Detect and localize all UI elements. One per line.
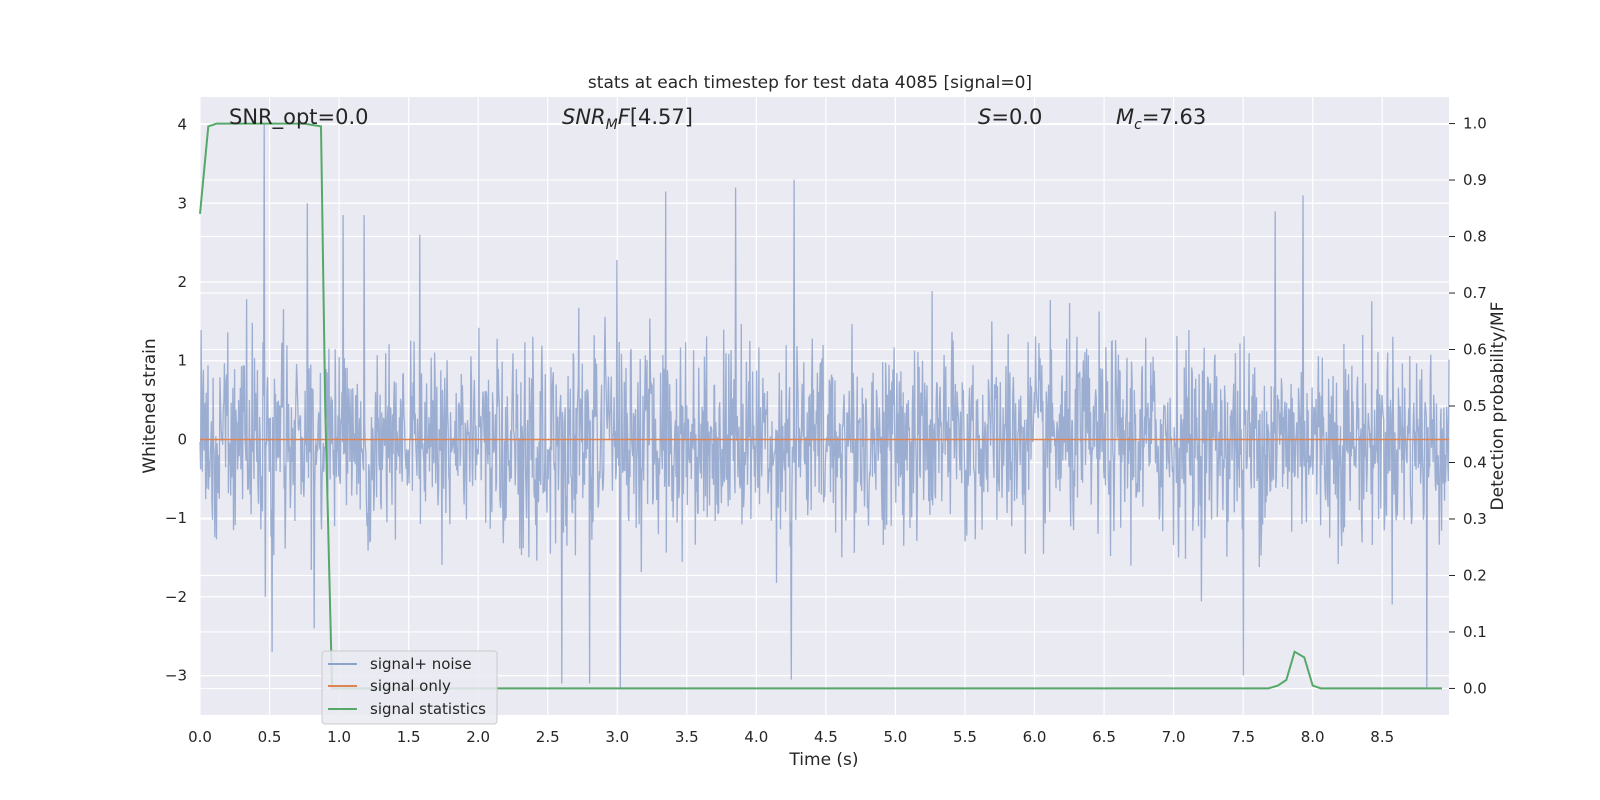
- legend-label-stats: signal statistics: [370, 700, 486, 718]
- y-left-tick-label: 2: [177, 273, 187, 291]
- x-tick-label: 6.0: [1023, 728, 1047, 746]
- series-signal-noise: [199, 124, 1450, 688]
- y-axis-left-ticks: 4 3 2 1 0 −1 −2 −3: [165, 116, 187, 685]
- y-right-tick-label: 0.1: [1463, 623, 1487, 641]
- x-tick-label: 8.0: [1301, 728, 1325, 746]
- annotation-mc: Mc=7.63: [1116, 105, 1206, 133]
- x-axis-label: Time (s): [788, 750, 858, 770]
- x-tick-label: 2.0: [466, 728, 490, 746]
- x-tick-label: 8.5: [1370, 728, 1394, 746]
- noise-line: [199, 124, 1450, 688]
- x-tick-label: 4.0: [744, 728, 768, 746]
- annotation-s: S=0.0: [978, 105, 1042, 129]
- y-left-tick-label: −1: [165, 509, 187, 527]
- y-right-tick-label: 0.5: [1463, 397, 1487, 415]
- grid-lines: [199, 97, 1449, 715]
- legend: signal+ noise signal only signal statist…: [321, 650, 498, 725]
- x-tick-label: 6.5: [1092, 728, 1116, 746]
- x-tick-label: 0.0: [188, 728, 212, 746]
- y-right-tick-label: 0.9: [1463, 171, 1487, 189]
- y-axis-left-label: Whitened strain: [140, 338, 160, 473]
- annotation-s-value: =0.0: [991, 105, 1042, 129]
- x-tick-label: 3.0: [605, 728, 629, 746]
- annotations: SNR_opt=0.0 SNRMF[4.57] S=0.0 Mc=7.63: [229, 105, 1206, 133]
- x-tick-label: 2.5: [536, 728, 560, 746]
- legend-label-signal: signal only: [370, 677, 451, 695]
- legend-label-noise: signal+ noise: [370, 655, 472, 673]
- annotation-snr-mf-value: [4.57]: [630, 105, 693, 129]
- x-tick-label: 5.5: [953, 728, 977, 746]
- y-right-tick-label: 1.0: [1463, 115, 1487, 133]
- series-signal-statistics: [199, 122, 1442, 690]
- signal-statistics-line: [199, 122, 1442, 690]
- y-left-tick-label: 3: [177, 194, 187, 212]
- y-axis-right-ticks: 1.0 0.9 0.8 0.7 0.6 0.5 0.4 0.3 0.2 0.1 0.0: [1449, 115, 1487, 697]
- y-left-tick-label: 4: [177, 116, 187, 134]
- x-axis-ticks: 0.0 0.5 1.0 1.5 2.0 2.5 3.0 3.5 4.0 4.5 5.0 5.5 6.0 6…: [188, 728, 1394, 746]
- x-tick-label: 7.0: [1162, 728, 1186, 746]
- chart-title: stats at each timestep for test data 408…: [588, 73, 1032, 93]
- annotation-snr-mf: SNRMF[4.57]: [562, 105, 693, 133]
- x-tick-label: 1.0: [327, 728, 351, 746]
- y-right-tick-label: 0.2: [1463, 566, 1487, 584]
- x-tick-label: 5.0: [884, 728, 908, 746]
- y-right-tick-label: 0.8: [1463, 228, 1487, 246]
- y-axis-right-label: Detection probability/MF: [1488, 302, 1508, 511]
- y-right-tick-label: 0.3: [1463, 510, 1487, 528]
- y-right-tick-label: 0.7: [1463, 284, 1487, 302]
- x-tick-label: 3.5: [675, 728, 699, 746]
- annotation-mc-value: =7.63: [1142, 105, 1206, 129]
- x-tick-label: 7.5: [1231, 728, 1255, 746]
- legend-box: [321, 650, 498, 725]
- x-tick-label: 4.5: [814, 728, 838, 746]
- y-right-tick-label: 0.6: [1463, 341, 1487, 359]
- y-right-tick-label: 0.4: [1463, 453, 1487, 471]
- y-left-tick-label: 0: [177, 430, 187, 448]
- y-left-tick-label: −2: [165, 588, 187, 606]
- x-tick-label: 0.5: [258, 728, 282, 746]
- y-left-tick-label: 1: [177, 352, 187, 370]
- annotation-snr-opt: SNR_opt=0.0: [229, 105, 369, 130]
- y-left-tick-label: −3: [165, 667, 187, 685]
- x-tick-label: 1.5: [397, 728, 421, 746]
- y-right-tick-label: 0.0: [1463, 679, 1487, 697]
